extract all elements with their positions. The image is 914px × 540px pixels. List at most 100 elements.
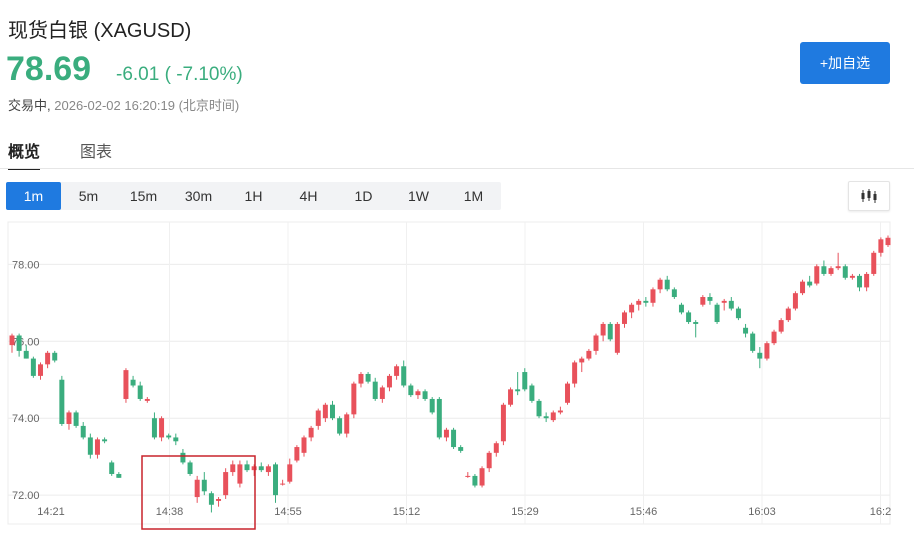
chart-type-button[interactable] <box>848 181 890 211</box>
x-tick-label: 14:21 <box>37 506 65 518</box>
candle-body <box>451 429 457 448</box>
candle-body <box>842 266 848 278</box>
candle-body <box>472 475 478 486</box>
candle-body <box>94 439 100 455</box>
x-tick-label: 16:2 <box>870 506 891 518</box>
candle-body <box>201 479 207 492</box>
candle-body <box>721 300 727 303</box>
tab-bar: 概览 图表 <box>8 138 152 170</box>
tab-overview[interactable]: 概览 <box>8 138 41 170</box>
candle-body <box>707 297 713 301</box>
candle-body <box>244 464 250 471</box>
candle-body <box>864 273 870 288</box>
candle-body <box>800 281 806 294</box>
candle-body <box>678 304 684 313</box>
candle-body <box>871 252 877 274</box>
candle-body <box>166 435 172 438</box>
instrument-title: 现货白银 (XAGUSD) <box>8 14 191 43</box>
candle-body <box>415 391 421 396</box>
candle-body <box>137 385 143 399</box>
candle-body <box>379 387 385 399</box>
interval-1w[interactable]: 1W <box>408 188 429 204</box>
candle-body <box>572 362 578 384</box>
candle-body <box>714 304 720 323</box>
candle-body <box>123 370 129 399</box>
candle-body <box>16 335 22 351</box>
candle-body <box>500 404 506 442</box>
candle-body <box>322 404 328 419</box>
interval-15m[interactable]: 15m <box>129 188 158 204</box>
candle-body <box>686 312 692 323</box>
interval-1d[interactable]: 1D <box>354 188 373 204</box>
x-tick-label: 16:03 <box>748 506 776 518</box>
candle-body <box>486 452 492 469</box>
candle-body <box>280 483 286 485</box>
candle-body <box>87 437 93 455</box>
candle-body <box>565 383 571 403</box>
interval-4h[interactable]: 4H <box>299 188 318 204</box>
candle-body <box>728 300 734 309</box>
candle-body <box>508 389 514 405</box>
candle-body <box>187 462 193 474</box>
plot-frame <box>7 221 891 525</box>
candle-body <box>344 414 350 434</box>
candle-body <box>757 352 763 359</box>
tab-divider <box>0 168 914 169</box>
candle-body <box>337 418 343 434</box>
price-chart[interactable]: 72.00 74.00 76.00 78.00 14:21 14:38 14:55 15:12… <box>0 218 914 535</box>
candle-body <box>443 429 449 438</box>
interval-5m[interactable]: 5m <box>78 188 99 204</box>
add-watchlist-button[interactable]: +加自选 <box>800 42 890 84</box>
candle-body <box>764 343 770 359</box>
candle-body <box>629 304 635 313</box>
candle-body <box>650 289 656 303</box>
interval-30m[interactable]: 30m <box>184 188 213 204</box>
x-tick-label: 15:12 <box>393 506 421 518</box>
candle-body <box>700 297 706 305</box>
instrument-name: 现货白银 <box>8 20 88 42</box>
candle-body <box>792 293 798 309</box>
candle-body <box>151 418 157 438</box>
candle-body <box>116 473 122 478</box>
interval-1mo[interactable]: 1M <box>463 188 484 204</box>
candle-body <box>614 323 620 353</box>
candle-body <box>600 323 606 336</box>
candle-body <box>785 308 791 321</box>
candle-body <box>743 327 749 334</box>
status-label: 交易中, <box>8 98 51 113</box>
candle-body <box>294 447 300 461</box>
candle-body <box>621 312 627 324</box>
candle-body <box>237 464 243 484</box>
trading-status: 交易中, 2026-02-02 16:20:19 (北京时间) <box>8 95 239 114</box>
candlestick-icon <box>861 189 877 203</box>
candle-body <box>329 404 335 419</box>
interval-selector: 1m 5m 15m 30m 1H 4H 1D 1W 1M <box>6 182 501 210</box>
interval-1m[interactable]: 1m <box>6 182 61 210</box>
candle-body <box>515 389 521 392</box>
candle-body <box>173 437 179 442</box>
candle-body <box>194 479 200 498</box>
y-tick-label: 74.00 <box>12 413 40 425</box>
candle-body <box>144 398 150 401</box>
candle-body <box>529 385 535 401</box>
candle-body <box>159 418 165 438</box>
candle-body <box>586 350 592 359</box>
candle-body <box>643 300 649 303</box>
x-tick-label: 15:46 <box>630 506 658 518</box>
candle-body <box>522 372 528 390</box>
candle-body <box>351 383 357 415</box>
candle-body <box>557 410 563 413</box>
candle-body <box>273 464 279 496</box>
candle-body <box>493 443 499 453</box>
candle-body <box>835 266 841 269</box>
interval-1h[interactable]: 1H <box>244 188 263 204</box>
candle-body <box>664 279 670 290</box>
candle-body <box>372 381 378 399</box>
candle-body <box>750 333 756 351</box>
candle-body <box>23 350 29 359</box>
candle-body <box>37 364 43 376</box>
tab-chart[interactable]: 图表 <box>80 144 113 161</box>
candle-body <box>386 375 392 388</box>
candle-body <box>857 275 863 288</box>
candle-body <box>807 281 813 286</box>
